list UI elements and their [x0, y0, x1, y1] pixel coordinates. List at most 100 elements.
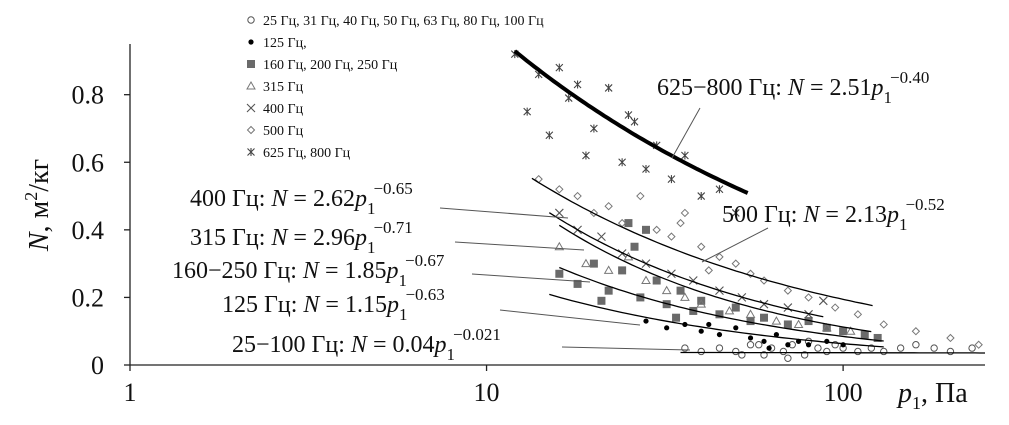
fit-curve: [513, 49, 749, 195]
point: [759, 299, 769, 309]
point: [604, 83, 613, 92]
fit-coefficient: 2.62: [313, 186, 355, 212]
point: [581, 258, 591, 268]
point: [661, 285, 672, 295]
fit-variable: p: [885, 202, 899, 228]
point: [597, 232, 606, 241]
point: [773, 331, 780, 338]
point: [704, 266, 713, 275]
legend-marker: [246, 125, 256, 135]
fit-dependent: N: [802, 202, 821, 228]
point: [617, 249, 627, 258]
point: [618, 158, 627, 167]
point: [545, 131, 554, 140]
legend-marker: [247, 16, 255, 24]
x-label-var: p: [896, 378, 912, 409]
point: [731, 208, 740, 217]
point: [716, 331, 723, 338]
point: [912, 341, 920, 349]
point: [597, 296, 606, 305]
point: [800, 351, 809, 359]
point: [681, 344, 689, 352]
point: [636, 191, 645, 201]
fit-variable: p: [353, 225, 367, 251]
point: [697, 242, 706, 251]
fit-subscript: 1: [367, 238, 376, 257]
leader-line: [471, 273, 591, 283]
fit-coefficient: 0.04: [392, 332, 434, 358]
fit-formula: 500 Гц: N = 2.13p1−0.52: [722, 195, 945, 234]
fit-formula: 25−100 Гц: N = 0.04p1−0.021: [232, 325, 501, 364]
fit-curve: [531, 177, 873, 307]
fit-equals: =: [293, 186, 307, 212]
fit-coefficient: 2.51: [829, 75, 871, 101]
point: [760, 313, 769, 322]
x-label-unit: , Па: [921, 378, 968, 409]
y-label-unit: /кг: [24, 159, 55, 192]
fit-variable: p: [869, 75, 883, 101]
point: [697, 347, 705, 356]
point: [879, 320, 888, 329]
point: [821, 322, 832, 332]
point: [667, 175, 676, 184]
point: [839, 327, 848, 336]
fit-subscript: 1: [883, 88, 892, 107]
fit-equals: =: [325, 258, 339, 284]
fit-coefficient: 1.15: [345, 292, 387, 318]
fit-equals: =: [325, 292, 339, 318]
point: [664, 325, 670, 331]
fit-dependent: N: [270, 225, 289, 251]
fit-coefficient: 2.13: [845, 202, 887, 228]
fit-formula: 125 Гц: N = 1.15p1−0.63: [222, 285, 445, 324]
point: [830, 303, 840, 312]
leader-line: [454, 241, 585, 251]
point: [676, 286, 685, 295]
point: [896, 344, 905, 352]
point: [554, 208, 564, 218]
x-tick-label: 100: [824, 378, 863, 407]
fit-coefficient: 1.85: [344, 258, 386, 284]
x-label-sub: 1: [912, 393, 921, 413]
point: [766, 345, 772, 351]
fit-curve: [559, 266, 884, 342]
point: [854, 347, 862, 356]
fit-dependent: N: [350, 332, 369, 358]
point: [760, 351, 768, 359]
y-tick-label: 0: [91, 351, 104, 380]
point: [746, 317, 755, 326]
fit-equals: =: [810, 75, 824, 101]
point: [555, 269, 564, 278]
point: [698, 328, 704, 334]
fit-variable: p: [384, 258, 398, 284]
fit-curve: [549, 293, 884, 348]
point: [785, 342, 791, 348]
y-tick-label: 0.6: [72, 148, 105, 177]
point: [738, 351, 746, 359]
point: [755, 341, 763, 349]
point: [783, 286, 793, 295]
y-tick-label: 0.4: [72, 216, 105, 245]
point: [747, 335, 754, 341]
point: [681, 151, 689, 160]
y-label-unit: , м: [24, 200, 55, 232]
point: [974, 340, 983, 349]
legend-label: 625 Гц, 800 Гц: [263, 146, 351, 161]
point: [604, 201, 613, 211]
fit-coefficient: 2.96: [313, 225, 355, 251]
fit-variable: p: [353, 186, 367, 212]
y-label-sup: 2: [21, 192, 41, 201]
leader-line: [439, 207, 569, 219]
point: [784, 354, 792, 362]
point: [643, 318, 649, 324]
point: [724, 305, 735, 315]
point: [715, 252, 724, 262]
point: [604, 286, 613, 295]
point: [573, 80, 582, 89]
point: [783, 320, 792, 329]
leader-line: [561, 346, 691, 351]
legend-marker: [246, 80, 256, 90]
x-axis-label: p1, Па: [896, 378, 968, 413]
fit-formula: 400 Гц: N = 2.62p1−0.65: [190, 179, 413, 218]
point: [733, 325, 739, 331]
point: [746, 341, 755, 349]
